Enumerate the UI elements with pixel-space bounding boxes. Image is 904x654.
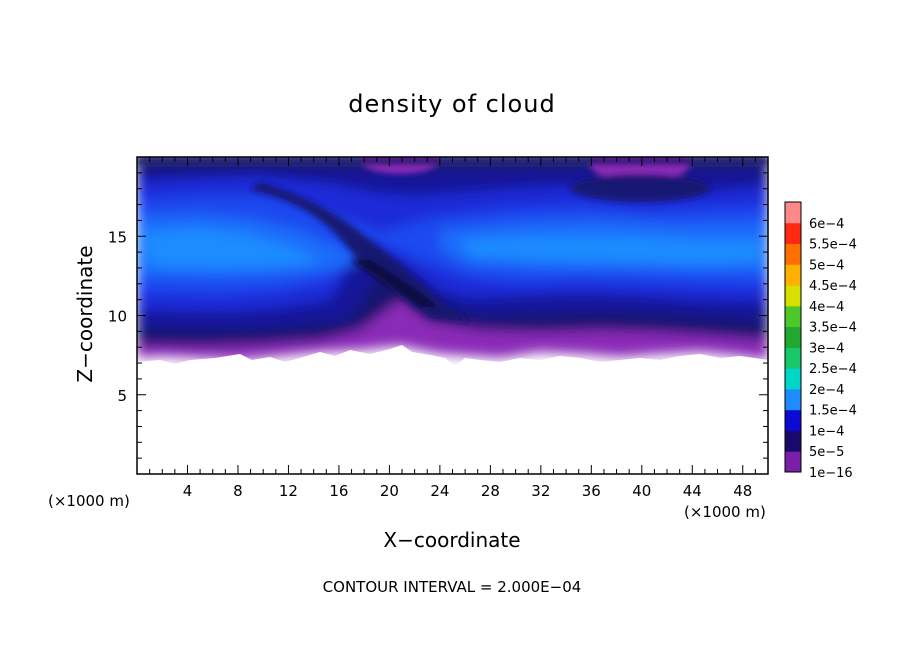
x-tick-label: 28 [481, 482, 500, 500]
x-tick-label: 20 [380, 482, 399, 500]
colorbar-swatch [785, 368, 801, 390]
field-shear-core [350, 260, 440, 308]
colorbar-swatch [785, 222, 801, 245]
y-tick-label: 15 [108, 228, 127, 246]
y-tick-label: 5 [117, 387, 127, 405]
colorbar-label: 3e−4 [809, 341, 844, 356]
z-unit-label: (×1000 m) [48, 492, 130, 510]
field-shear-band [250, 182, 470, 322]
clear-air-region [137, 345, 768, 474]
y-tick-label: 10 [108, 308, 127, 326]
colorbar-label: 6e−4 [809, 217, 844, 232]
x-tick-label: 44 [683, 482, 702, 500]
field-band-max-b [460, 236, 760, 264]
colorbar-label: 5e−5 [809, 445, 844, 460]
x-tick-label: 32 [531, 482, 550, 500]
colorbar-frame [784, 201, 802, 473]
colorbar: 1e−16 5e−5 1e−4 1.5e−4 2e−4 2.5e−4 3e−4 3.5e−4 4… [784, 201, 857, 481]
x-tick-label: 36 [582, 482, 601, 500]
y-axis-label: Z−coordinate [73, 245, 97, 382]
x-unit-label: (×1000 m) [684, 503, 766, 521]
colorbar-label: 5e−4 [809, 258, 844, 273]
colorbar-label: 4.5e−4 [809, 279, 857, 294]
x-tick-label: 4 [183, 482, 193, 500]
colorbar-label: 1e−16 [809, 466, 853, 481]
colorbar-label: 5.5e−4 [809, 238, 857, 253]
colorbar-swatch [785, 243, 801, 265]
colorbar-label: 4e−4 [809, 300, 844, 315]
colorbar-swatch [785, 285, 801, 307]
x-tick-label: 40 [632, 482, 651, 500]
colorbar-swatch [785, 388, 801, 411]
contour-interval-note: CONTOUR INTERVAL = 2.000E−04 [323, 578, 582, 596]
x-axis-label: X−coordinate [383, 528, 520, 552]
colorbar-label: 3.5e−4 [809, 321, 857, 336]
x-tick-label: 16 [329, 482, 348, 500]
colorbar-swatch [785, 305, 801, 328]
colorbar-label: 1.5e−4 [809, 404, 857, 419]
colorbar-label: 1e−4 [809, 424, 844, 439]
colorbar-swatch [785, 430, 801, 452]
colorbar-swatch [785, 202, 801, 224]
field-top-dark-right [570, 174, 710, 202]
field-band-max [140, 228, 320, 268]
x-tick-label: 24 [430, 482, 449, 500]
x-tick-label: 12 [279, 482, 298, 500]
colorbar-swatch [785, 409, 801, 431]
colorbar-label: 2e−4 [809, 383, 844, 398]
colorbar-swatch [785, 264, 801, 286]
colorbar-swatch [785, 326, 801, 348]
colorbar-swatch [785, 347, 801, 369]
colorbar-swatch [785, 451, 801, 473]
y-axis-ticks: 5 10 15 [108, 172, 768, 459]
x-tick-label: 8 [233, 482, 243, 500]
x-tick-label: 48 [733, 482, 752, 500]
chart-title: density of cloud [348, 90, 555, 118]
cloud-density-field [137, 157, 768, 474]
colorbar-label: 2.5e−4 [809, 362, 857, 377]
x-axis-ticks: 4 8 12 16 20 24 28 32 36 40 44 48 [149, 157, 756, 500]
